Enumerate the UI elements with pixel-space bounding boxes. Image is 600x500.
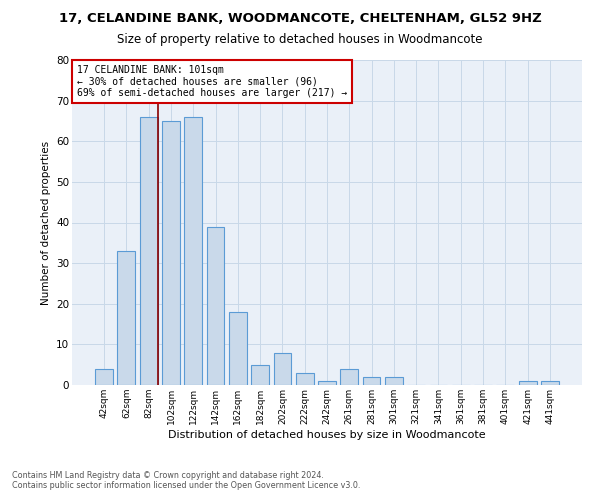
Text: 17 CELANDINE BANK: 101sqm
← 30% of detached houses are smaller (96)
69% of semi-: 17 CELANDINE BANK: 101sqm ← 30% of detac…: [77, 65, 347, 98]
Bar: [162, 121, 180, 385]
Bar: [229, 312, 247, 385]
Text: Contains public sector information licensed under the Open Government Licence v3: Contains public sector information licen…: [12, 481, 361, 490]
Text: 17, CELANDINE BANK, WOODMANCOTE, CHELTENHAM, GL52 9HZ: 17, CELANDINE BANK, WOODMANCOTE, CHELTEN…: [59, 12, 541, 26]
Bar: [184, 117, 202, 385]
Bar: [541, 381, 559, 385]
Y-axis label: Number of detached properties: Number of detached properties: [41, 140, 50, 304]
Bar: [362, 377, 380, 385]
Bar: [95, 369, 113, 385]
Bar: [340, 369, 358, 385]
Bar: [385, 377, 403, 385]
Text: Size of property relative to detached houses in Woodmancote: Size of property relative to detached ho…: [117, 32, 483, 46]
Bar: [296, 373, 314, 385]
X-axis label: Distribution of detached houses by size in Woodmancote: Distribution of detached houses by size …: [168, 430, 486, 440]
Bar: [318, 381, 336, 385]
Text: Contains HM Land Registry data © Crown copyright and database right 2024.: Contains HM Land Registry data © Crown c…: [12, 471, 324, 480]
Bar: [140, 117, 158, 385]
Bar: [251, 364, 269, 385]
Bar: [274, 352, 292, 385]
Bar: [118, 251, 136, 385]
Bar: [518, 381, 536, 385]
Bar: [206, 226, 224, 385]
